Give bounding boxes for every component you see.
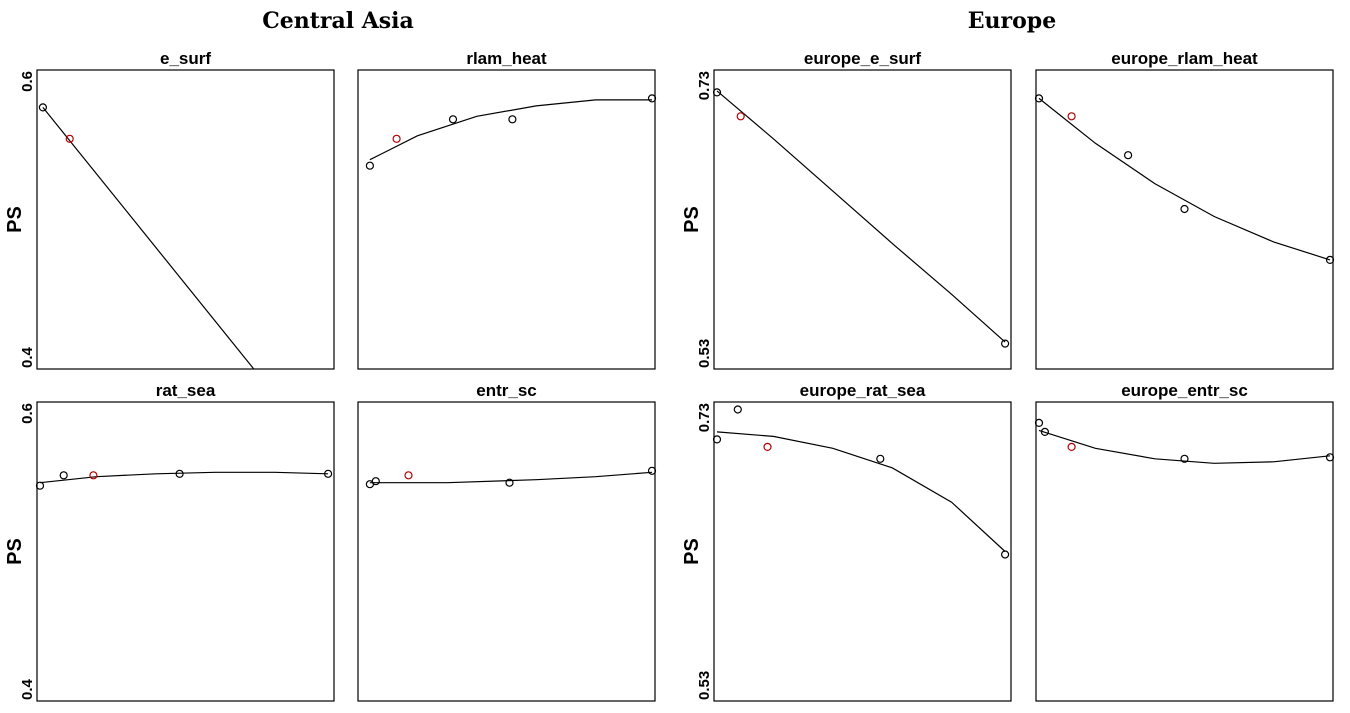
data-point: [1040, 427, 1050, 436]
y-axis-label: PS: [4, 538, 26, 565]
panel-title: europe_rat_sea: [800, 381, 926, 400]
panel-entr-sc: entr_sc: [357, 381, 657, 702]
data-point: [647, 94, 657, 103]
data-point: [1180, 454, 1189, 463]
region-title-europe: Europe: [968, 8, 1056, 34]
plot-frame: [357, 69, 656, 370]
y-axis-label: PS: [681, 206, 703, 233]
panel-europe-rat-sea: europe_rat_sea PS 0.53 0.73: [681, 381, 1012, 702]
data-point-highlight: [89, 471, 98, 480]
y-tick-label-min: 0.4: [19, 678, 36, 700]
panel-title: europe_rlam_heat: [1111, 49, 1258, 68]
data-point-highlight: [1067, 442, 1076, 451]
data-point-highlight: [736, 112, 745, 121]
panel-title: entr_sc: [476, 381, 536, 400]
panel-title: europe_e_surf: [804, 49, 921, 68]
data-point: [1000, 339, 1010, 348]
panel-europe-rlam-heat: europe_rlam_heat: [1034, 49, 1335, 370]
fit-curve: [1038, 429, 1331, 464]
data-point: [1325, 255, 1335, 264]
panel-title: e_surf: [160, 49, 211, 68]
data-point: [647, 466, 657, 475]
data-point: [1123, 151, 1133, 160]
data-point: [324, 469, 333, 478]
fit-curve: [369, 471, 653, 484]
data-point-highlight: [392, 134, 401, 143]
data-point-highlight: [65, 134, 74, 143]
panel-europe-e-surf: europe_e_surf PS 0.53 0.73: [681, 49, 1012, 370]
y-axis-label: PS: [681, 538, 703, 565]
data-point-highlight: [763, 442, 772, 451]
data-point: [1034, 94, 1044, 103]
y-tick-label-min: 0.4: [19, 346, 36, 368]
data-point: [448, 115, 458, 124]
data-point: [59, 471, 68, 480]
y-tick-label-min: 0.53: [696, 339, 713, 368]
data-point: [35, 481, 45, 490]
y-tick-label-max: 0.73: [696, 71, 713, 100]
data-point: [508, 115, 517, 124]
data-point: [371, 477, 380, 486]
fit-curve: [716, 431, 1006, 552]
fit-curve: [369, 99, 652, 161]
plot-frame: [1035, 401, 1334, 702]
panel-title: europe_entr_sc: [1121, 381, 1248, 400]
data-point: [1034, 418, 1044, 427]
plot-frame: [713, 401, 1012, 702]
data-point: [1000, 550, 1010, 559]
fit-curve: [42, 107, 255, 369]
data-point-highlight: [1067, 112, 1076, 121]
data-point: [712, 88, 722, 97]
data-point: [733, 405, 742, 414]
panels-group: e_surf PS 0.4 0.6 rlam_heat rat_sea PS 0.4 0.6 en…: [4, 49, 1335, 702]
data-point: [876, 454, 885, 463]
panel-title: rlam_heat: [466, 49, 547, 68]
fit-curve: [39, 471, 329, 484]
y-tick-label-max: 0.6: [19, 71, 36, 92]
y-axis-label: PS: [4, 206, 26, 233]
y-tick-label-max: 0.6: [19, 403, 36, 424]
data-point: [1325, 453, 1335, 462]
plot-frame: [357, 401, 656, 702]
y-tick-label-min: 0.53: [696, 671, 713, 700]
data-point: [505, 478, 514, 487]
fit-curve: [1038, 97, 1331, 261]
data-point: [1180, 204, 1189, 214]
panel-rlam-heat: rlam_heat: [357, 49, 657, 370]
panel-rat-sea: rat_sea PS 0.4 0.6: [4, 381, 335, 702]
data-point: [38, 103, 48, 112]
fit-curve: [716, 90, 1006, 343]
data-point: [712, 435, 722, 444]
plot-frame: [713, 69, 1012, 370]
panel-europe-entr-sc: europe_entr_sc: [1034, 381, 1335, 702]
plot-frame: [36, 69, 335, 370]
plot-frame: [1035, 69, 1334, 370]
plot-frame: [36, 401, 335, 702]
data-point-highlight: [404, 471, 413, 480]
data-point: [175, 469, 184, 478]
region-title-central-asia: Central Asia: [262, 8, 414, 34]
y-tick-label-max: 0.73: [696, 403, 713, 432]
panel-e-surf: e_surf PS 0.4 0.6: [4, 49, 335, 370]
data-point: [365, 161, 374, 170]
panel-title: rat_sea: [156, 381, 216, 400]
